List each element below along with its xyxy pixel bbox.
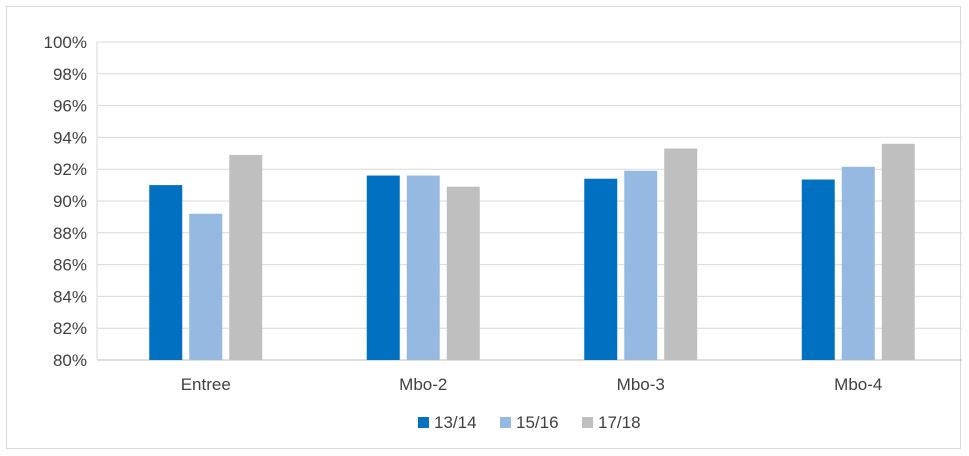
bar-13-14-entree <box>149 185 183 360</box>
bar-15-16-mbo-4 <box>841 166 875 360</box>
y-tick-label: 96% <box>53 97 87 116</box>
y-tick-label: 84% <box>53 287 87 306</box>
bar-15-16-mbo-3 <box>624 170 658 360</box>
bar-17-18-mbo-3 <box>664 148 698 360</box>
y-tick-label: 90% <box>53 192 87 211</box>
bar-15-16-entree <box>189 213 223 360</box>
y-tick-label: 82% <box>53 319 87 338</box>
y-tick-label: 94% <box>53 128 87 147</box>
y-tick-label: 88% <box>53 224 87 243</box>
legend-swatch <box>418 417 429 428</box>
bar-13-14-mbo-4 <box>801 179 835 360</box>
bar-13-14-mbo-3 <box>584 178 618 360</box>
x-tick-label: Entree <box>181 375 231 394</box>
legend: 13/14 15/16 17/18 <box>418 413 641 432</box>
x-tick-label: Mbo-2 <box>399 375 447 394</box>
bar-17-18-mbo-4 <box>881 143 915 360</box>
y-tick-label: 80% <box>53 351 87 370</box>
legend-label: 13/14 <box>434 413 477 432</box>
x-tick-label: Mbo-4 <box>834 375 882 394</box>
bar-13-14-mbo-2 <box>366 175 400 360</box>
bar-17-18-entree <box>229 154 263 360</box>
chart-frame: 80% 82% 84% 86% 88% 90% 92% 94% 96% 98% 100% Entree… <box>6 6 967 449</box>
y-tick-label: 92% <box>53 160 87 179</box>
legend-swatch <box>582 417 593 428</box>
bar-17-18-mbo-2 <box>446 186 480 360</box>
y-tick-label: 98% <box>53 65 87 84</box>
bars <box>149 143 915 360</box>
bar-15-16-mbo-2 <box>406 175 440 360</box>
legend-swatch <box>500 417 511 428</box>
legend-label: 15/16 <box>516 413 559 432</box>
x-tick-label: Mbo-3 <box>617 375 665 394</box>
legend-label: 17/18 <box>598 413 641 432</box>
y-tick-label: 100% <box>44 33 87 52</box>
bar-chart: 80% 82% 84% 86% 88% 90% 92% 94% 96% 98% 100% Entree… <box>44 33 967 432</box>
y-tick-label: 86% <box>53 256 87 275</box>
